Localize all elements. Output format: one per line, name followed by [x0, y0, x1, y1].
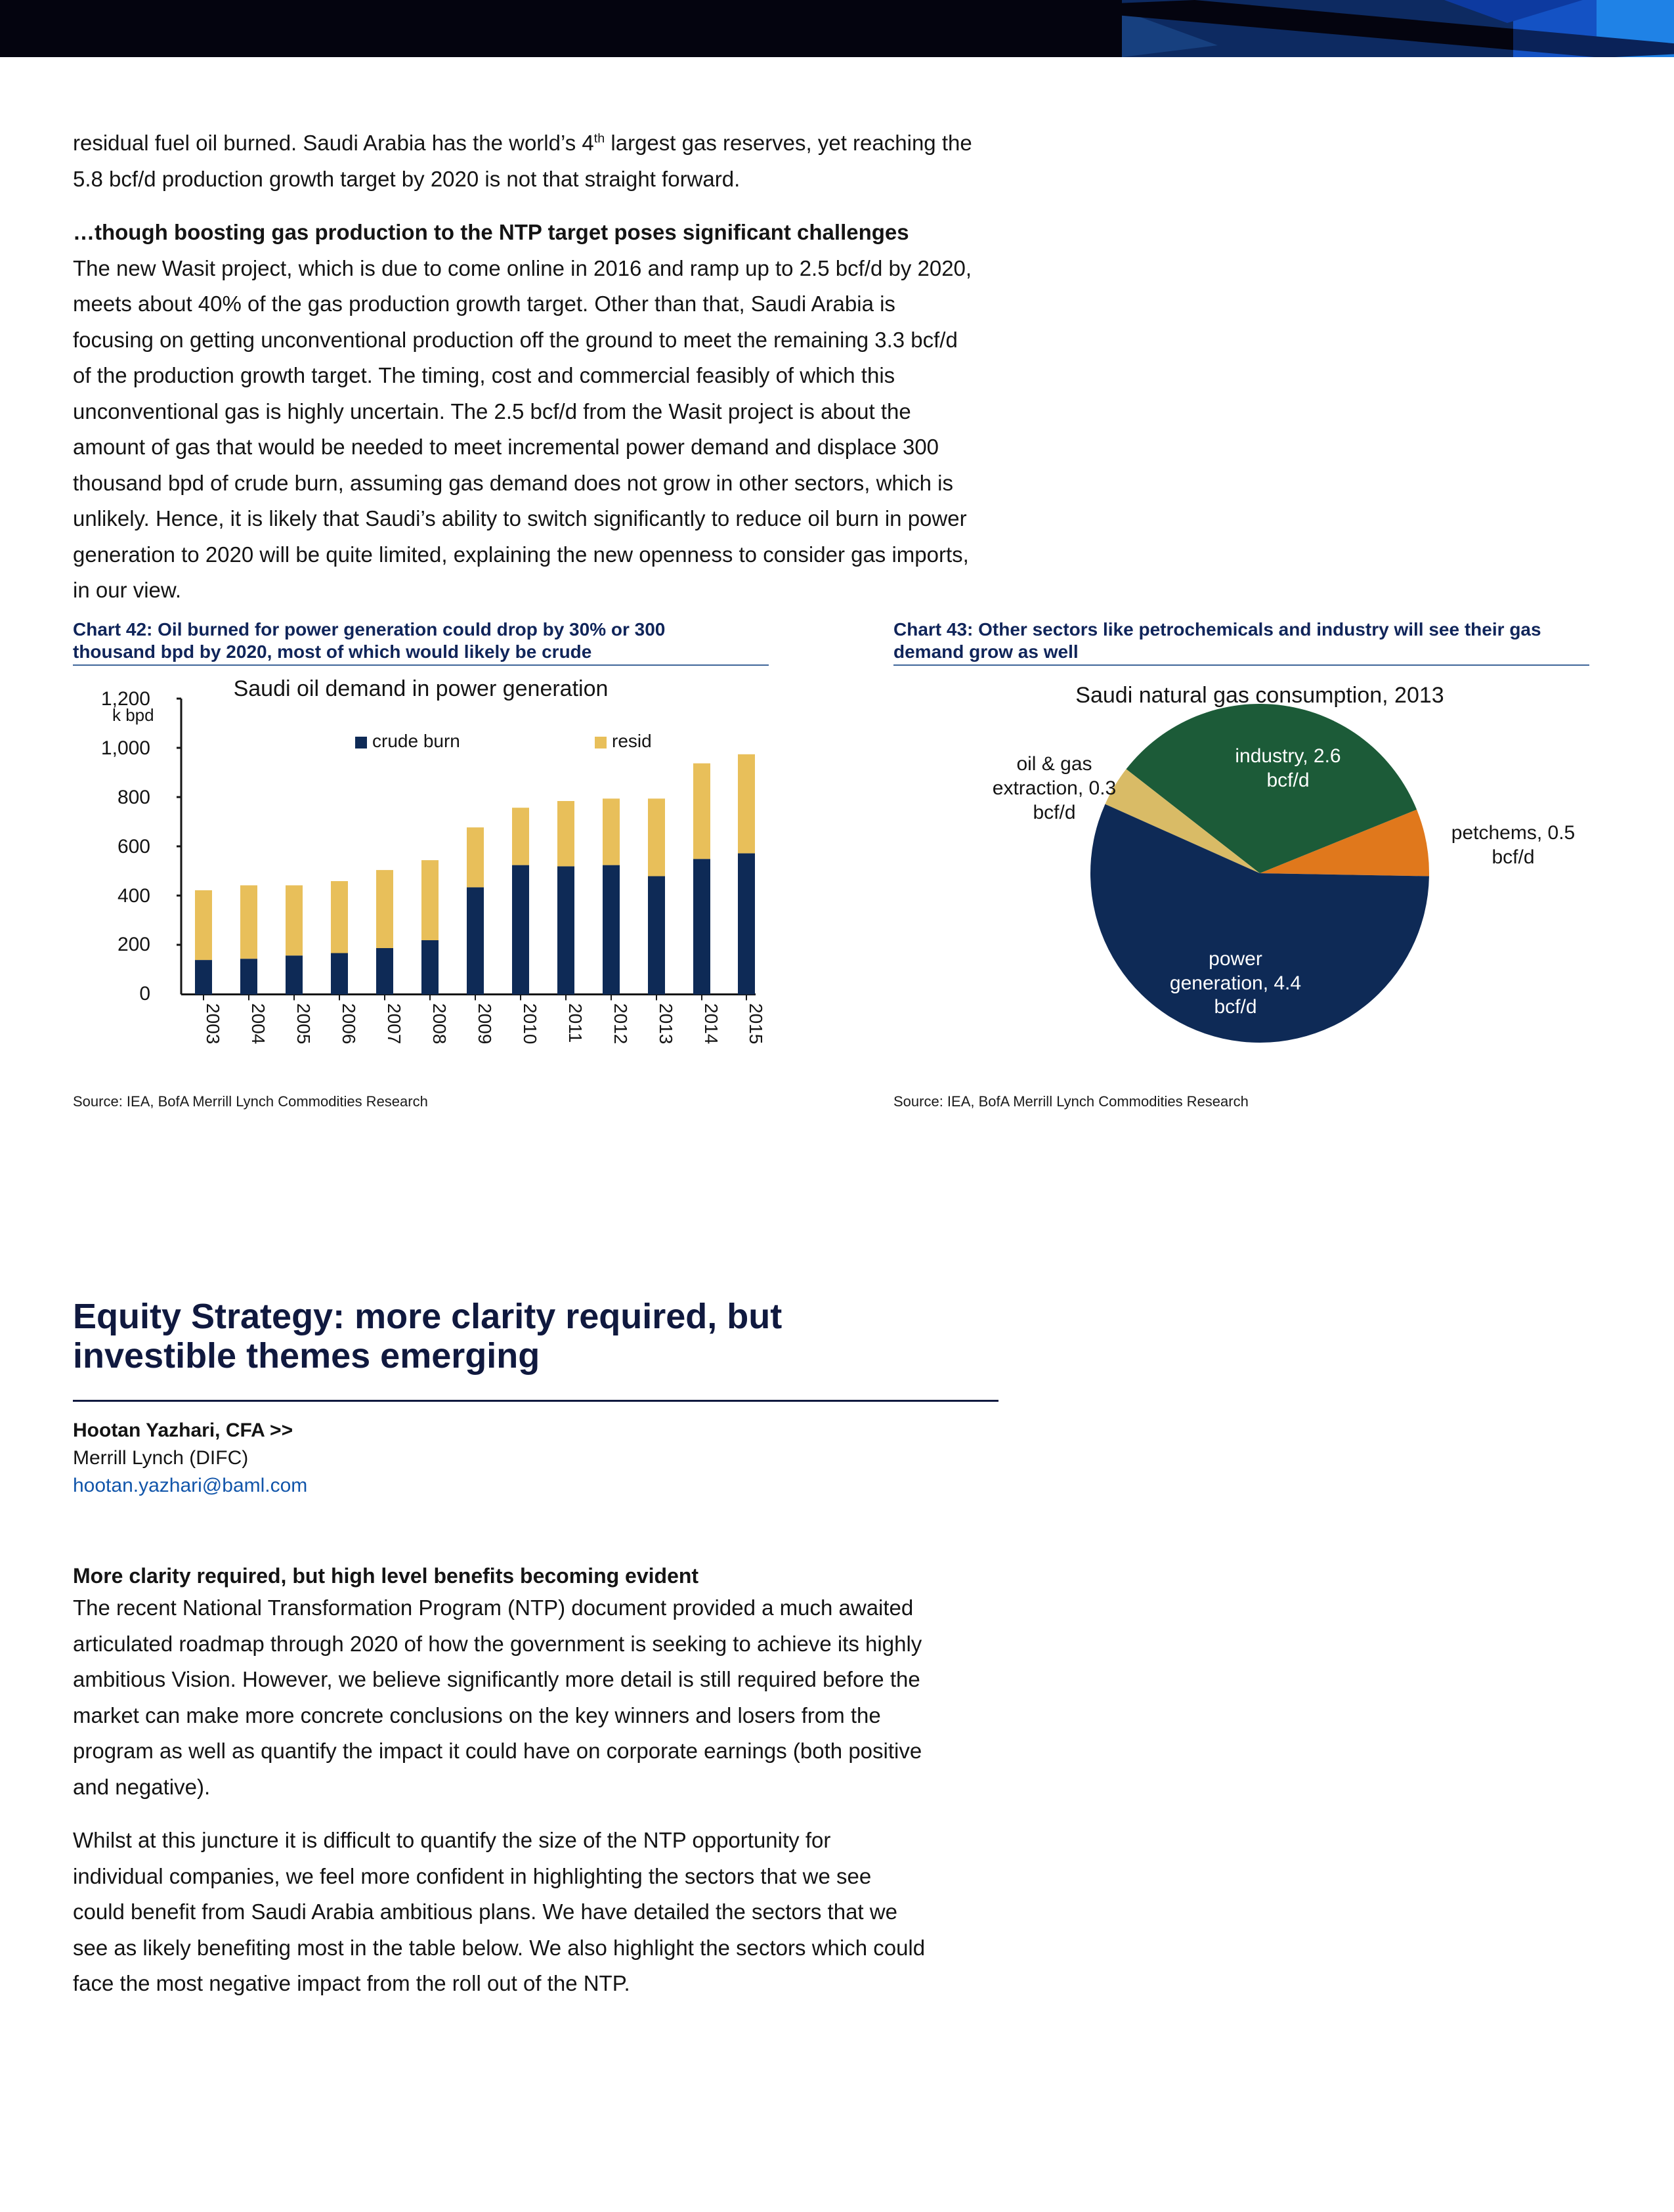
svg-text:bcf/d: bcf/d [1492, 846, 1534, 868]
svg-text:bcf/d: bcf/d [1033, 802, 1075, 823]
svg-text:Saudi oil demand in power gene: Saudi oil demand in power generation [234, 676, 609, 701]
svg-text:industry, 2.6: industry, 2.6 [1235, 745, 1341, 767]
svg-text:1,000: 1,000 [101, 737, 150, 759]
svg-text:2003: 2003 [203, 1003, 223, 1044]
svg-text:2013: 2013 [656, 1003, 676, 1044]
svg-text:2014: 2014 [701, 1003, 721, 1044]
svg-text:generation, 4.4: generation, 4.4 [1170, 972, 1301, 994]
svg-text:bcf/d: bcf/d [1266, 770, 1309, 791]
svg-text:oil & gas: oil & gas [1016, 753, 1092, 775]
svg-text:crude burn: crude burn [372, 731, 460, 751]
svg-text:600: 600 [118, 836, 150, 857]
svg-text:1,200: 1,200 [101, 688, 150, 710]
svg-text:800: 800 [118, 787, 150, 808]
svg-text:400: 400 [118, 885, 150, 907]
svg-text:0: 0 [139, 983, 150, 1005]
svg-text:2012: 2012 [611, 1003, 631, 1044]
svg-text:petchems, 0.5: petchems, 0.5 [1451, 822, 1575, 844]
svg-text:200: 200 [118, 934, 150, 955]
svg-text:2010: 2010 [520, 1003, 540, 1044]
svg-text:extraction, 0.3: extraction, 0.3 [993, 777, 1116, 799]
svg-text:2008: 2008 [429, 1003, 450, 1044]
svg-text:2004: 2004 [248, 1003, 268, 1044]
svg-text:resid: resid [612, 731, 652, 751]
svg-text:2006: 2006 [339, 1003, 359, 1044]
svg-text:2005: 2005 [293, 1003, 314, 1044]
svg-text:2007: 2007 [384, 1003, 404, 1044]
svg-text:bcf/d: bcf/d [1214, 996, 1256, 1018]
svg-text:2011: 2011 [565, 1003, 586, 1043]
svg-text:power: power [1209, 948, 1262, 970]
svg-text:2015: 2015 [746, 1003, 766, 1044]
svg-text:2009: 2009 [475, 1003, 495, 1044]
